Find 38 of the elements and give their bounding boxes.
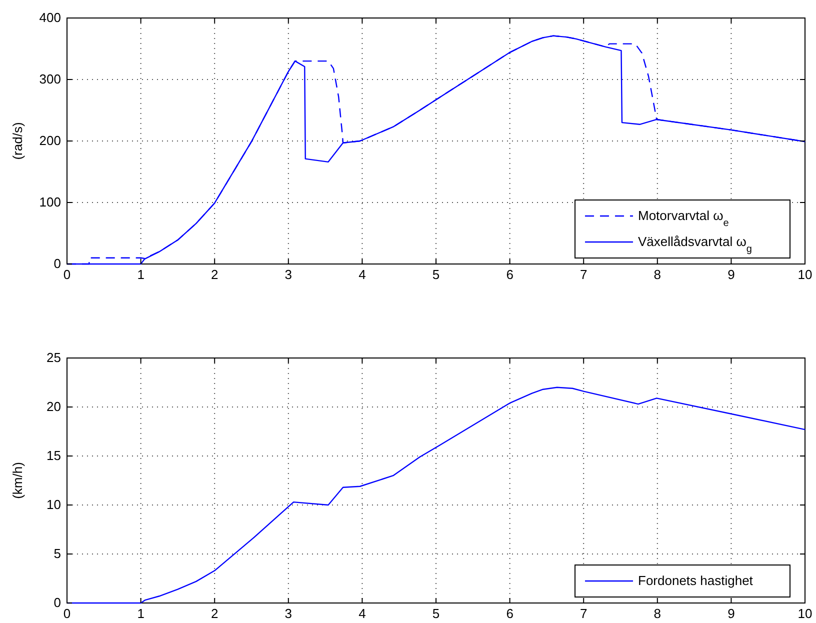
x-tick-label: 9 [728, 606, 735, 622]
legend-label: Motorvarvtal ω$_{e}$ [638, 208, 730, 228]
x-tick-label: 4 [358, 606, 366, 622]
x-tick-label: 0 [63, 267, 71, 282]
y-tick-label: 200 [39, 133, 61, 148]
x-tick-label: 10 [798, 267, 812, 282]
y-tick-label: 0 [54, 256, 61, 272]
y-tick-label: 15 [46, 448, 61, 464]
x-tick-label: 4 [358, 267, 366, 282]
x-tick-label: 5 [432, 267, 440, 282]
y-axis-title: (rad/s) [10, 122, 25, 160]
y-tick-label: 400 [39, 10, 61, 26]
x-tick-label: 2 [210, 606, 218, 622]
x-tick-label: 0 [63, 606, 71, 622]
y-tick-label: 100 [39, 194, 61, 210]
y-tick-label: 0 [54, 595, 61, 610]
y-tick-label: 300 [39, 72, 61, 87]
x-tick-label: 3 [284, 606, 292, 622]
x-tick-label: 2 [210, 267, 218, 282]
x-tick-label: 1 [137, 606, 144, 622]
x-tick-label: 10 [798, 606, 812, 622]
x-tick-label: 1 [137, 267, 144, 282]
x-tick-label: 5 [432, 606, 440, 622]
legend-label: Fordonets hastighet [638, 573, 754, 588]
y-tick-label: 20 [46, 399, 61, 414]
y-axis-title: (km/h) [10, 462, 25, 499]
y-tick-label: 25 [46, 350, 61, 366]
x-tick-label: 8 [654, 606, 662, 622]
y-tick-label: 10 [46, 497, 61, 512]
x-tick-label: 7 [580, 267, 588, 282]
x-tick-label: 9 [728, 267, 735, 282]
x-tick-label: 8 [654, 267, 662, 282]
y-tick-label: 5 [54, 546, 61, 562]
x-tick-label: 6 [506, 606, 514, 622]
x-tick-label: 3 [284, 267, 292, 282]
x-tick-label: 7 [580, 606, 588, 622]
x-tick-label: 6 [506, 267, 514, 282]
legend-label: Växellådsvarvtal ω$_{g}$ [638, 234, 752, 254]
